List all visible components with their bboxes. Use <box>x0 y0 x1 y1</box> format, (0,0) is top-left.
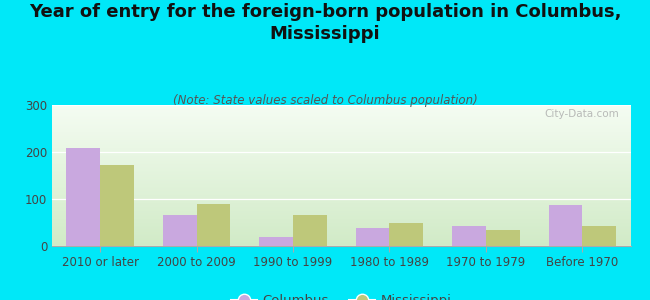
Bar <box>549 205 582 246</box>
Bar <box>66 148 100 246</box>
Bar <box>486 230 519 246</box>
Text: City-Data.com: City-Data.com <box>544 109 619 119</box>
Text: (Note: State values scaled to Columbus population): (Note: State values scaled to Columbus p… <box>173 94 477 107</box>
Bar <box>100 165 134 246</box>
Bar <box>196 204 230 246</box>
Bar <box>293 215 327 246</box>
Bar <box>452 226 486 246</box>
Bar <box>356 228 389 246</box>
Bar <box>163 215 196 246</box>
Legend: Columbus, Mississippi: Columbus, Mississippi <box>226 289 457 300</box>
Bar <box>389 223 423 246</box>
Text: Year of entry for the foreign-born population in Columbus,
Mississippi: Year of entry for the foreign-born popul… <box>29 3 621 43</box>
Bar <box>582 226 616 246</box>
Bar <box>259 237 293 246</box>
